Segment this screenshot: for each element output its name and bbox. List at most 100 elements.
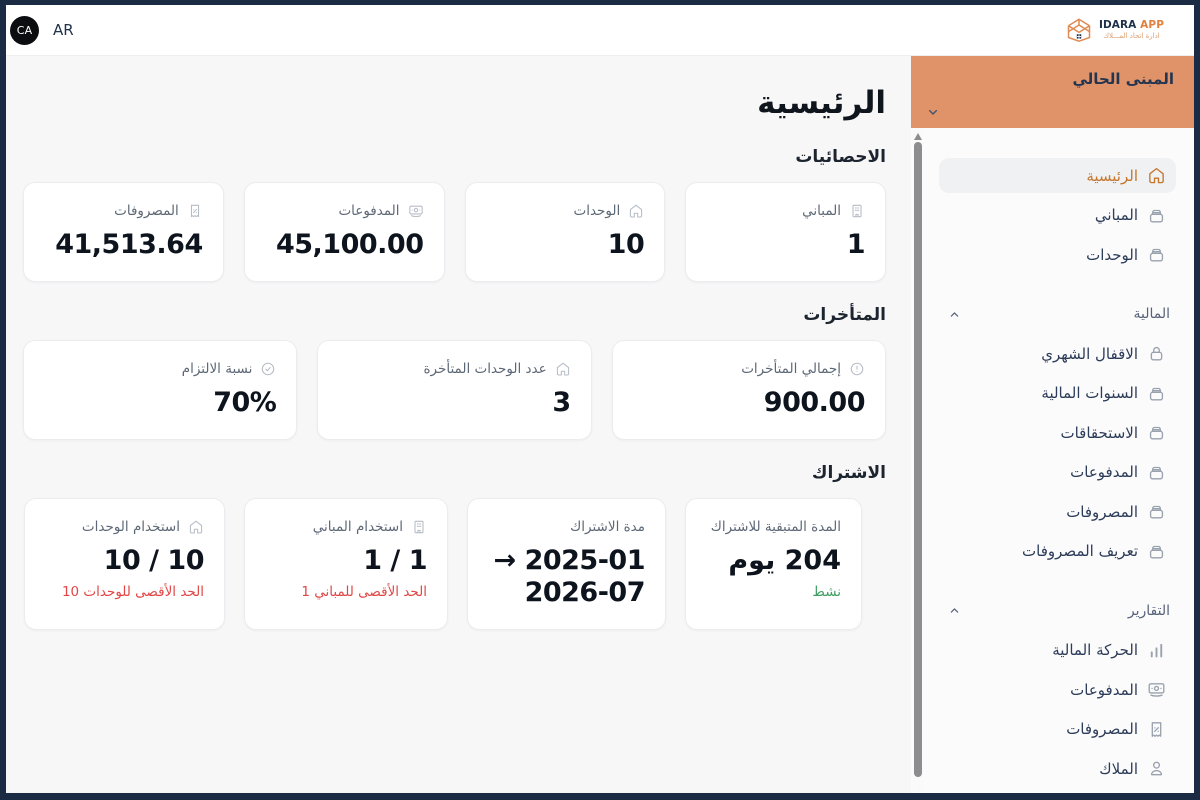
card-title: المصروفات [114, 203, 179, 219]
scrollbar-thumb[interactable] [914, 142, 922, 777]
sidebar-menu: الرئيسية المباني الوحدات المالية الاقفال الش… [911, 128, 1194, 793]
home-icon [556, 362, 569, 376]
sidebar-item-5[interactable]: السنوات المالية [939, 376, 1176, 411]
sidebar-item-6[interactable]: الاستحقاقات [939, 415, 1176, 450]
sidebar-section-10[interactable]: التقارير [939, 593, 1176, 628]
home-icon [1149, 167, 1164, 184]
sidebar-section-label: التقارير [1127, 602, 1170, 619]
card-head: إجمالي المتأخرات [633, 361, 865, 377]
card-head: عدد الوحدات المتأخرة [338, 361, 570, 377]
sidebar-item-label: المدفوعات [1070, 463, 1138, 481]
person-icon [1150, 761, 1163, 776]
alert-circle-icon [850, 362, 864, 376]
card-head: استخدام المباني [265, 519, 427, 535]
bar-chart-icon [1150, 643, 1163, 657]
sidebar-item-label: الحركة المالية [1052, 641, 1138, 659]
card-arrears: عدد الوحدات المتأخرة 3 [317, 340, 592, 440]
card-title: الوحدات [573, 203, 621, 219]
card-head: مدة الاشتراك [488, 519, 645, 535]
receipt-percent-icon [190, 204, 199, 218]
sidebar-item-0[interactable]: الرئيسية [939, 158, 1176, 193]
card-value: 2025-01 → 2026-07 [493, 545, 646, 608]
language-switcher[interactable]: AR [53, 21, 74, 39]
card-head: نسبة الالتزام [44, 361, 276, 377]
receipt-percent-icon [1151, 721, 1162, 737]
main-content: الرئيسية الاحصائيات المباني 1 الوحدات 10 المد… [6, 56, 911, 793]
sidebar-item-13[interactable]: المصروفات [939, 712, 1176, 747]
card-value: 900.00 [763, 387, 866, 418]
grid-arrears: إجمالي المتأخرات 900.00 عدد الوحدات المتأخ… [23, 340, 886, 440]
card-note: الحد الأقصى للمباني 1 [301, 584, 427, 600]
app-frame: IDARA APP ادارة اتحاد المـــلاك AR CA ال… [6, 5, 1194, 793]
card-subscription: استخدام المباني 1 / 1 الحد الأقصى للمباني … [244, 498, 448, 630]
sidebar-item-label: المدفوعات [1070, 680, 1138, 699]
sidebar-item-label: الاستحقاقات [1060, 423, 1138, 442]
box-icon [1149, 545, 1164, 559]
sidebar-item-2[interactable]: الوحدات [939, 237, 1176, 272]
card-title: المباني [802, 203, 841, 219]
sidebar-item-14[interactable]: الملاك [939, 751, 1176, 786]
section-label-stats: الاحصائيات [795, 147, 886, 167]
card-head: استخدام الوحدات [45, 519, 204, 535]
card-value: 3 [552, 387, 571, 418]
chevron-down-icon [928, 109, 938, 115]
card-head: الوحدات [486, 203, 645, 219]
building-selector[interactable]: المبنى الحالي [911, 56, 1194, 128]
section-label-arrears: المتأخرات [803, 305, 886, 325]
card-value: 45,100.00 [275, 229, 424, 260]
header: IDARA APP ادارة اتحاد المـــلاك AR CA [6, 5, 1194, 56]
section-label-subscription: الاشتراك [811, 463, 886, 483]
sections-root: الاحصائيات المباني 1 الوحدات 10 المدفوعات 45,1… [23, 146, 886, 630]
home-icon [189, 520, 203, 534]
banknote-icon [1148, 683, 1165, 697]
sidebar-item-label: المصروفات [1066, 502, 1138, 521]
app-logo: IDARA APP ادارة اتحاد المـــلاك [1066, 17, 1164, 43]
box-icon [1149, 466, 1164, 480]
card-value: 1 [846, 229, 866, 260]
card-title: المدة المتبقية للاشتراك [710, 519, 841, 535]
card-value: 1 / 1 [363, 545, 427, 576]
check-circle-icon [262, 362, 275, 376]
sidebar-item-label: المباني [1094, 206, 1138, 224]
card-title: استخدام الوحدات [81, 519, 180, 535]
sidebar-item-7[interactable]: المدفوعات [939, 455, 1176, 490]
sidebar-item-1[interactable]: المباني [939, 198, 1176, 233]
logo-building-icon [1067, 18, 1091, 42]
sidebar-item-4[interactable]: الاقفال الشهري [939, 336, 1176, 371]
logo-tagline: ادارة اتحاد المـــلاك [1103, 32, 1160, 41]
lock-icon [1150, 346, 1163, 361]
user-avatar[interactable]: CA [10, 15, 39, 45]
card-title: إجمالي المتأخرات [741, 361, 841, 377]
card-head: المباني [706, 203, 865, 219]
card-value: 204 يوم [728, 545, 841, 576]
box-icon [1149, 248, 1164, 262]
sidebar-item-9[interactable]: تعريف المصروفات [939, 534, 1176, 569]
page-title: الرئيسية [757, 85, 886, 121]
card-subscription: استخدام الوحدات 10 / 10 الحد الأقصى للوحدا… [24, 498, 225, 630]
sidebar-item-label: الرئيسية [1086, 166, 1138, 185]
sidebar-section-3[interactable]: المالية [939, 297, 1176, 332]
scrollbar-up-arrow-icon[interactable] [914, 133, 922, 140]
sidebar-item-label: الاقفال الشهري [1041, 344, 1138, 363]
sidebar-item-11[interactable]: الحركة المالية [939, 633, 1176, 668]
sidebar-scrollbar[interactable] [913, 128, 923, 792]
sidebar-item-label: الوحدات [1086, 245, 1138, 264]
chevron-up-icon [950, 608, 959, 613]
card-title: نسبة الالتزام [181, 361, 253, 377]
card-title: عدد الوحدات المتأخرة [423, 361, 547, 377]
building-icon [852, 204, 862, 218]
sidebar-section-label: المالية [1133, 306, 1170, 322]
card-arrears: إجمالي المتأخرات 900.00 [611, 340, 886, 440]
grid-subscription: المدة المتبقية للاشتراك 204 يوم نشط مدة الا… [23, 498, 862, 630]
sidebar-item-12[interactable]: المدفوعات [939, 672, 1176, 707]
box-icon [1149, 209, 1164, 223]
banknote-icon [408, 205, 423, 218]
card-title: استخدام المباني [312, 519, 403, 535]
sidebar-item-8[interactable]: المصروفات [939, 494, 1176, 529]
home-icon [630, 204, 643, 218]
sidebar-item-label: تعريف المصروفات [1022, 542, 1138, 560]
card-head: المدفوعات [265, 203, 424, 219]
sidebar-nav-wrap: الرئيسية المباني الوحدات المالية الاقفال الش… [911, 128, 1194, 793]
card-value: 10 / 10 [103, 545, 205, 576]
logo-text: IDARA APP ادارة اتحاد المـــلاك [1099, 20, 1164, 41]
